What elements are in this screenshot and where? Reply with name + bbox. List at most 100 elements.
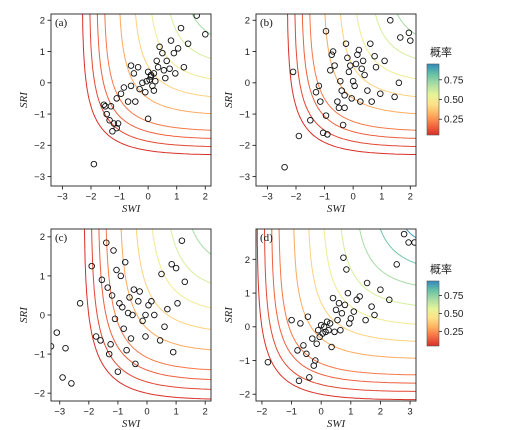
data-point [352, 60, 360, 68]
contour-line [287, 14, 416, 156]
data-point [295, 132, 303, 140]
data-point [324, 131, 331, 138]
data-point [170, 49, 178, 57]
data-point [120, 84, 128, 91]
data-point [288, 316, 295, 324]
data-point [342, 40, 350, 47]
data-point [343, 266, 350, 273]
contour-line [82, 14, 211, 156]
contour-line [210, 0, 410, 15]
data-point [331, 328, 338, 336]
data-point [334, 316, 341, 324]
data-point [113, 124, 120, 132]
data-point [142, 333, 149, 340]
data-point [124, 98, 132, 105]
data-point [177, 24, 185, 32]
data-point [92, 333, 100, 340]
data-point [139, 317, 146, 325]
data-point [289, 68, 297, 76]
data-point [163, 57, 170, 65]
plot-frame [255, 13, 417, 187]
data-point [335, 104, 343, 112]
x-tick-label: 0 [144, 407, 149, 418]
colorbar-gradient [426, 280, 440, 347]
x-tick-label: −1 [114, 192, 125, 203]
data-point [357, 98, 364, 105]
contour-line [278, 229, 416, 376]
data-point [123, 346, 130, 354]
contour-line [96, 14, 211, 139]
contour-line [359, 229, 416, 286]
data-point [309, 335, 316, 342]
data-point [315, 82, 323, 90]
contour-line [194, 0, 394, 32]
data-point [136, 288, 143, 295]
x-tick-label: 2 [203, 192, 208, 203]
data-point [295, 377, 303, 385]
y-tick-label: −2 [239, 141, 250, 152]
data-point [331, 62, 338, 69]
x-tick-label: 0 [319, 407, 324, 418]
colorbar-tick-label: 0.50 [444, 309, 464, 320]
y-tick-label: −1 [34, 109, 45, 120]
y-tick-label: 0 [40, 310, 45, 321]
data-point [143, 77, 150, 85]
contour-line [135, 229, 211, 330]
data-point [326, 320, 334, 327]
panel: −3 −2 −1 0 1 2 −2 −1 0 1 2 (c) SWI SRI [18, 228, 212, 430]
data-point [156, 43, 163, 51]
data-point [358, 65, 365, 72]
x-tick-label: 3 [407, 407, 412, 418]
colorbar-bottom: 概率 0.75 0.50 0.25 [426, 262, 464, 347]
data-point [334, 98, 341, 105]
data-point [264, 358, 272, 366]
x-tick-label: −1 [319, 192, 330, 203]
data-point [134, 63, 142, 71]
data-point [136, 85, 143, 93]
data-point [160, 67, 168, 74]
data-point [135, 298, 142, 305]
data-point [349, 77, 357, 85]
data-point [325, 326, 332, 334]
contour-line [91, 229, 211, 390]
colorbar-title: 概率 [430, 45, 452, 59]
x-tick-label: −2 [257, 407, 268, 418]
panels: −3 −2 −1 0 1 2 −3 −2 −1 0 1 2 (a) SWI SRI −3 −2 −1 0 1 2 −3 −2… [18, 0, 506, 430]
colorbar-tick-label: 0.25 [444, 327, 464, 338]
plot-frame [255, 228, 417, 402]
data-point [117, 272, 125, 280]
data-point [300, 342, 307, 349]
data-point [88, 262, 95, 270]
data-point [381, 57, 388, 65]
data-point [322, 112, 330, 119]
data-point [152, 77, 159, 85]
data-point [338, 87, 345, 94]
contour-line [271, 229, 416, 384]
data-point [172, 264, 180, 272]
data-point [359, 57, 367, 65]
contour-line [405, 229, 416, 239]
data-point [341, 104, 348, 112]
y-tick-label: −1 [239, 356, 250, 367]
data-point [312, 88, 320, 96]
y-tick-label: 2 [245, 255, 250, 266]
data-point [90, 160, 98, 168]
contour-line [256, 229, 416, 401]
data-point [347, 62, 354, 69]
data-point [328, 343, 335, 351]
contour-line [134, 14, 211, 98]
data-point [350, 308, 358, 315]
y-axis-label: SRI [223, 91, 235, 108]
data-point [132, 360, 139, 368]
data-point [151, 311, 158, 319]
data-point [62, 344, 69, 352]
data-point [337, 77, 344, 85]
contour-line [399, 0, 506, 32]
data-point [178, 237, 186, 244]
data-point [107, 103, 115, 110]
data-point [397, 34, 404, 41]
data-point [114, 120, 122, 127]
data-point [341, 301, 349, 309]
x-tick-label: 0 [350, 192, 355, 203]
y-tick-label: −2 [34, 389, 45, 400]
